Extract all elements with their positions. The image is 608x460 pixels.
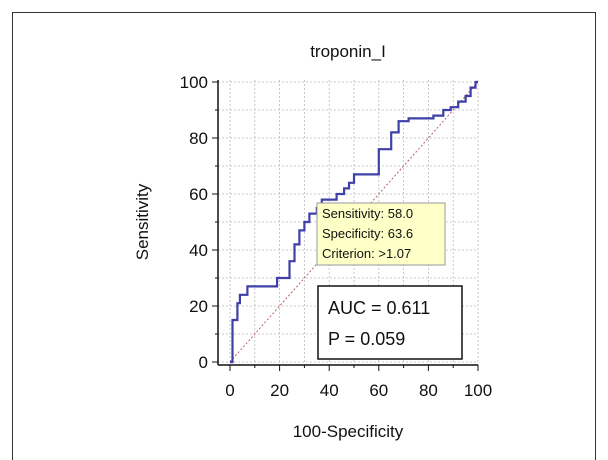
- tooltip-box: [316, 202, 446, 266]
- y-tick-label: 60: [189, 185, 208, 204]
- x-tick-label: 20: [270, 381, 289, 400]
- x-tick-label: 40: [320, 381, 339, 400]
- y-tick-label: 40: [189, 241, 208, 260]
- y-tick-label: 100: [180, 73, 208, 92]
- roc-curve-line: [230, 80, 478, 364]
- tooltip-line: Sensitivity: 58.0: [322, 206, 413, 221]
- stats-border: [317, 285, 463, 360]
- y-tick-label: 80: [189, 129, 208, 148]
- y-tick-label: 20: [189, 297, 208, 316]
- roc-curve: [230, 80, 478, 364]
- x-tick-label: 80: [419, 381, 438, 400]
- y-tick-label: 0: [199, 353, 208, 372]
- ticks: 0 20 40 60 80 100 0 20 40 60 80 100: [180, 73, 493, 400]
- tooltip-line: Specificity: 63.6: [322, 226, 413, 241]
- auc-label: AUC = 0.611: [328, 298, 430, 318]
- tooltip-line: Criterion: >1.07: [322, 246, 411, 261]
- chart-title: troponin_I: [310, 42, 386, 61]
- y-axis-title: Sensitivity: [133, 183, 152, 260]
- x-tick-label: 60: [369, 381, 388, 400]
- stats-box: AUC = 0.611 P = 0.059: [317, 285, 463, 360]
- criterion-tooltip: Sensitivity: 58.0 Specificity: 63.6 Crit…: [316, 202, 446, 266]
- x-axis-title: 100-Specificity: [293, 422, 404, 441]
- x-tick-label: 0: [225, 381, 234, 400]
- p-value-label: P = 0.059: [328, 329, 405, 349]
- x-tick-label: 100: [464, 381, 492, 400]
